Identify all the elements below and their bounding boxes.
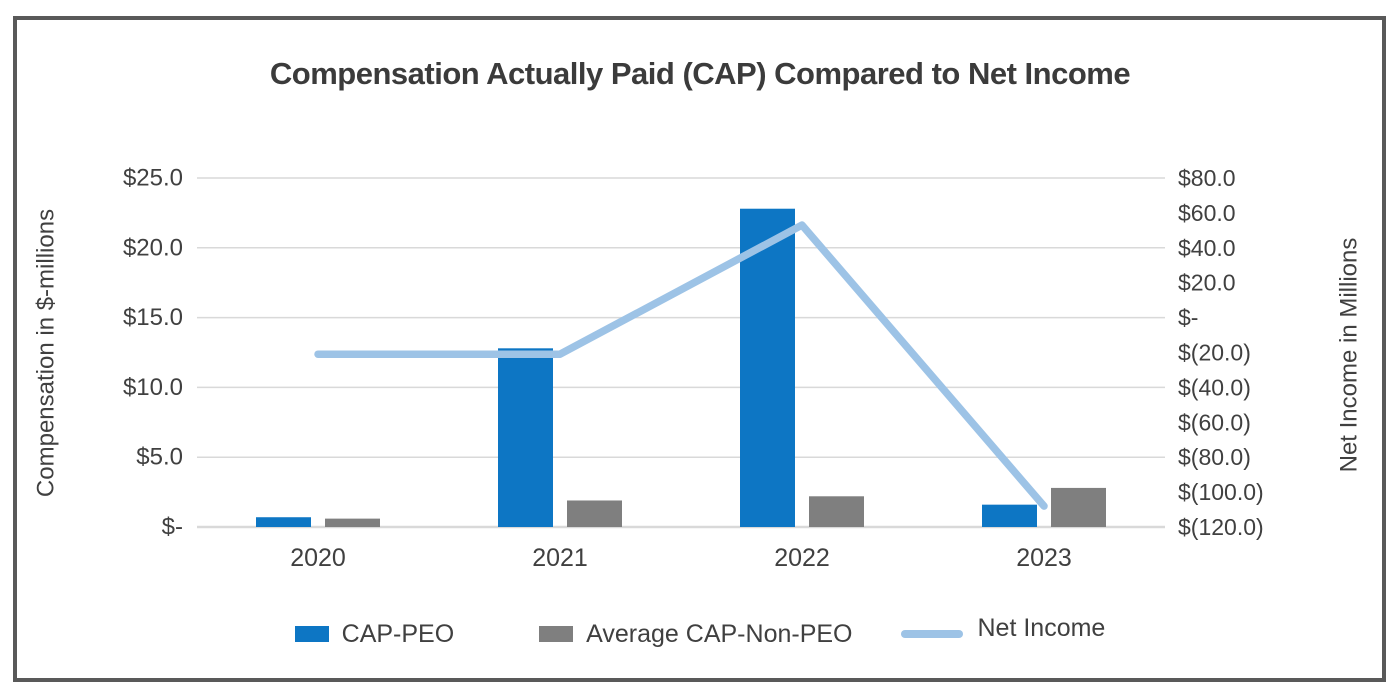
left-axis-tick-label: $10.0 xyxy=(123,374,183,401)
bar-cap-peo-2020 xyxy=(256,517,311,527)
chart-panel xyxy=(13,16,1386,682)
bar-average-cap-non-peo-2021 xyxy=(567,500,622,527)
left-axis-tick-label: $- xyxy=(162,514,183,541)
bar-cap-peo-2022 xyxy=(740,208,795,527)
legend-item-avg-cap-non-peo: Average CAP-Non-PEO xyxy=(539,619,853,649)
right-axis-tick-label: $(20.0) xyxy=(1178,340,1251,366)
right-axis-tick-label: $80.0 xyxy=(1178,165,1236,191)
x-axis-label-2022: 2022 xyxy=(774,544,830,572)
x-axis-label-2020: 2020 xyxy=(290,544,346,572)
net-income-line xyxy=(314,221,1048,510)
bar-cap-peo-2021 xyxy=(498,348,553,527)
bar-cap-peo-2023 xyxy=(982,504,1037,527)
bar-average-cap-non-peo-2020 xyxy=(325,518,380,527)
bar-average-cap-non-peo-2023 xyxy=(1051,487,1106,527)
right-axis-tick-label: $(80.0) xyxy=(1178,444,1251,470)
legend-label-avg-cap-non-peo: Average CAP-Non-PEO xyxy=(586,619,853,648)
right-axis-tick-label: $60.0 xyxy=(1178,200,1236,226)
legend-swatch-net-income-line xyxy=(900,630,963,638)
left-axis-tick-label: $20.0 xyxy=(123,234,183,261)
x-axis-label-2021: 2021 xyxy=(532,544,588,572)
left-axis-title: Compensation in $-millions xyxy=(33,209,60,497)
left-axis-tick-label: $5.0 xyxy=(136,444,183,471)
right-axis-title: Net Income in Millions xyxy=(1336,238,1363,473)
legend-label-cap-peo: CAP-PEO xyxy=(341,619,455,648)
legend-item-cap-peo: CAP-PEO xyxy=(294,619,455,649)
legend-swatch-cap-peo xyxy=(294,626,329,642)
right-axis-tick-label: $- xyxy=(1178,305,1198,331)
chart-legend: CAP-PEO Average CAP-Non-PEO Net Income xyxy=(0,612,1400,656)
right-axis-tick-label: $40.0 xyxy=(1178,235,1236,261)
right-axis-tick-label: $20.0 xyxy=(1178,270,1236,296)
right-axis-tick-label: $(120.0) xyxy=(1178,514,1264,540)
chart-title: Compensation Actually Paid (CAP) Compare… xyxy=(269,56,1131,91)
right-axis-tick-label: $(40.0) xyxy=(1178,374,1251,400)
left-axis-tick-label: $25.0 xyxy=(123,165,183,192)
left-axis-tick-label: $15.0 xyxy=(123,304,183,331)
legend-label-net-income: Net Income xyxy=(977,613,1106,642)
legend-swatch-avg-cap-non-peo xyxy=(539,626,574,642)
bar-average-cap-non-peo-2022 xyxy=(809,496,864,527)
x-axis-label-2023: 2023 xyxy=(1016,544,1072,572)
right-axis-tick-label: $(100.0) xyxy=(1178,479,1264,505)
right-axis-tick-label: $(60.0) xyxy=(1178,409,1251,435)
legend-item-net-income: Net Income xyxy=(900,614,1105,649)
